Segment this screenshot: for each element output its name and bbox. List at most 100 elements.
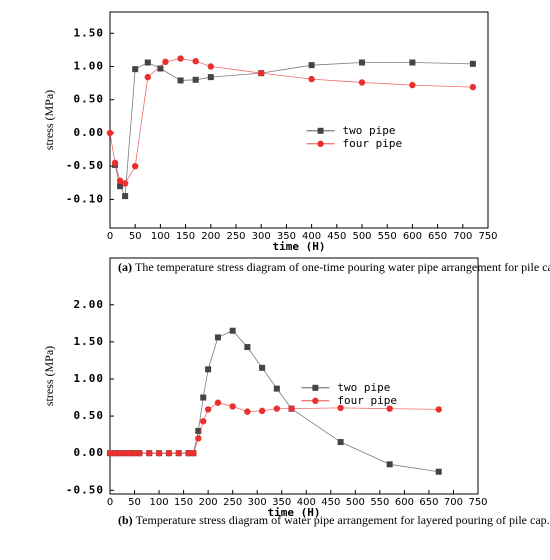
series-line: [109, 58, 473, 185]
data-point: [258, 407, 266, 415]
data-point: [106, 129, 114, 137]
legend-label: four pipe: [343, 137, 403, 150]
x-tick-label: 450: [321, 497, 340, 508]
data-point: [200, 418, 207, 425]
x-tick-label: 500: [352, 231, 371, 242]
data-point: [200, 394, 207, 401]
x-tick-label: 350: [272, 497, 291, 508]
x-tick-label: 600: [403, 231, 422, 242]
x-tick-label: 400: [302, 231, 321, 242]
data-point: [244, 344, 251, 351]
x-tick-label: 300: [248, 497, 267, 508]
legend-marker: [312, 384, 319, 391]
y-tick-label: 0.00: [74, 446, 105, 459]
data-point: [155, 449, 163, 457]
x-tick-label: 200: [199, 497, 218, 508]
data-point: [116, 449, 124, 457]
data-point: [386, 405, 393, 412]
data-point: [190, 449, 197, 457]
legend-label: four pipe: [337, 394, 397, 407]
data-point: [288, 405, 295, 412]
x-tick-label: 750: [478, 231, 497, 242]
x-tick-label: 550: [370, 497, 389, 508]
y-axis-label: stress (MPa): [42, 90, 56, 150]
y-tick-label: 1.50: [74, 26, 105, 39]
data-point: [131, 449, 138, 457]
x-tick-label: 450: [327, 231, 346, 242]
y-tick-label: -0.10: [66, 192, 104, 205]
x-tick-label: 50: [129, 231, 142, 242]
x-tick-label: 250: [226, 231, 245, 242]
data-point: [229, 403, 236, 410]
caption: (b) Temperature stress diagram of water p…: [118, 513, 550, 527]
legend-marker: [317, 127, 324, 134]
data-point: [177, 55, 184, 62]
x-tick-label: 100: [150, 497, 169, 508]
caption-text: The temperature stress diagram of one-ti…: [135, 260, 550, 274]
data-point: [144, 73, 151, 81]
data-point: [207, 74, 214, 81]
x-tick-label: 150: [176, 231, 195, 242]
y-tick-label: 1.50: [74, 335, 105, 348]
data-point: [157, 65, 164, 72]
data-point: [273, 385, 280, 392]
data-point: [132, 162, 139, 170]
x-tick-label: 150: [174, 497, 193, 508]
y-tick-label: 0.50: [74, 93, 105, 106]
data-point: [214, 334, 221, 341]
data-point: [469, 83, 477, 91]
x-tick-label: 100: [151, 231, 170, 242]
data-point: [175, 449, 182, 457]
data-point: [386, 461, 393, 468]
x-tick-label: 400: [297, 497, 316, 508]
data-point: [308, 62, 315, 69]
y-axis-label: stress (MPa): [42, 346, 56, 406]
y-tick-label: -0.50: [66, 159, 104, 172]
x-axis-label: time (H): [273, 240, 326, 253]
x-tick-label: 50: [128, 497, 141, 508]
data-point: [195, 435, 202, 442]
series-line: [114, 62, 473, 198]
x-tick-label: 0: [107, 497, 113, 508]
data-point: [146, 449, 153, 457]
x-axis-label: time (H): [268, 506, 321, 519]
legend-marker: [317, 140, 324, 147]
data-point: [144, 59, 151, 66]
caption: (a) The temperature stress diagram of one…: [118, 260, 550, 274]
data-point: [409, 59, 416, 66]
data-point: [185, 449, 192, 457]
data-point: [162, 58, 169, 66]
x-tick-label: 0: [107, 231, 113, 242]
data-point: [207, 63, 214, 70]
data-point: [244, 408, 251, 415]
y-tick-label: 2.00: [74, 298, 105, 311]
data-point: [259, 364, 266, 371]
data-point: [273, 405, 281, 412]
x-tick-label: 350: [277, 231, 296, 242]
data-point: [121, 180, 129, 187]
data-point: [116, 177, 124, 185]
data-point: [136, 449, 143, 457]
data-point: [132, 66, 139, 73]
data-point: [205, 366, 212, 373]
data-point: [195, 427, 202, 434]
data-point: [435, 468, 442, 475]
legend-marker: [312, 397, 319, 404]
x-tick-label: 650: [419, 497, 438, 508]
data-point: [214, 399, 222, 406]
y-tick-label: 0.50: [74, 409, 105, 422]
data-point: [258, 69, 265, 77]
x-tick-label: 500: [346, 497, 365, 508]
data-point: [126, 449, 133, 457]
x-tick-label: 300: [252, 231, 271, 242]
data-point: [106, 449, 114, 457]
data-point: [165, 449, 173, 457]
x-tick-label: 600: [395, 497, 414, 508]
x-tick-label: 250: [223, 497, 242, 508]
data-point: [358, 79, 366, 86]
caption-label: (a): [118, 260, 132, 274]
plot-frame: [109, 11, 489, 229]
x-tick-label: 750: [468, 497, 487, 508]
